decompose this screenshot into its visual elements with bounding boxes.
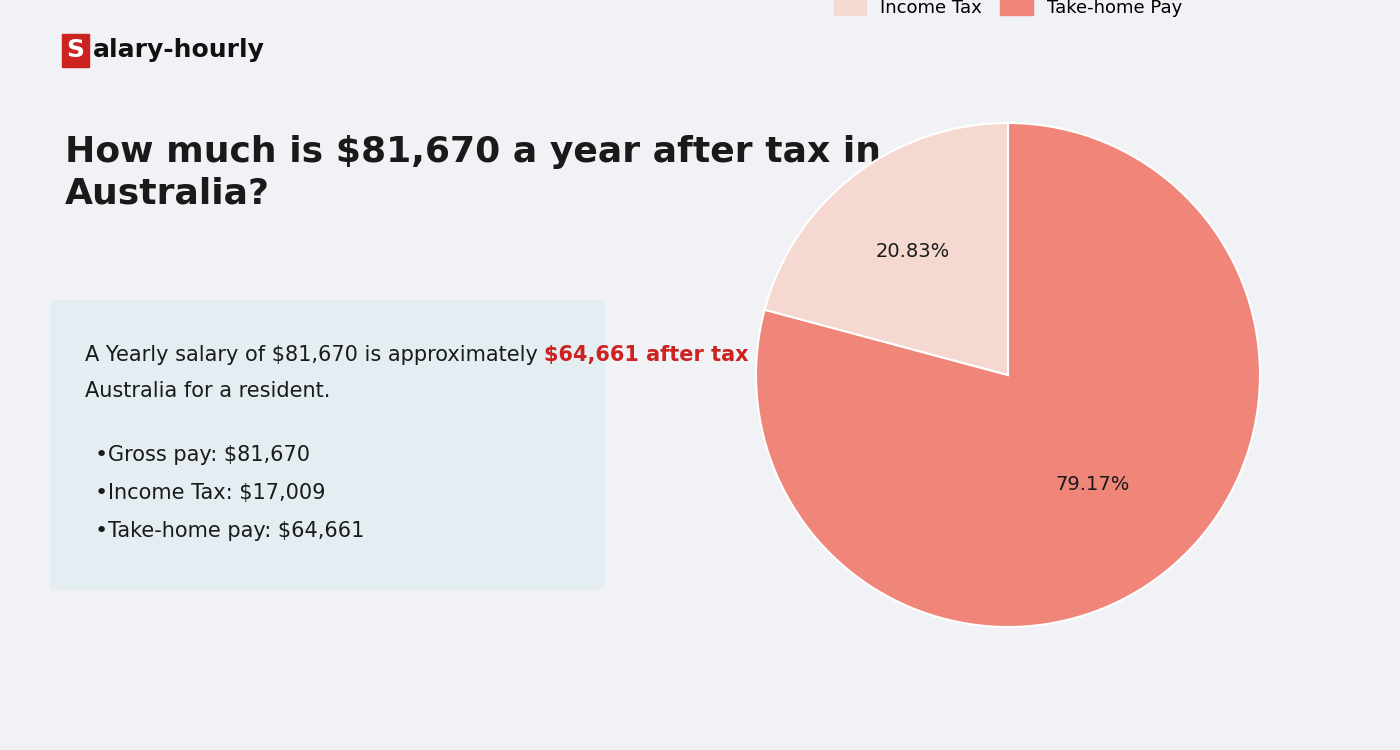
- Text: alary-hourly: alary-hourly: [92, 38, 265, 62]
- Text: A Yearly salary of $81,670 is approximately: A Yearly salary of $81,670 is approximat…: [85, 345, 545, 365]
- Text: How much is $81,670 a year after tax in: How much is $81,670 a year after tax in: [64, 135, 881, 169]
- Text: Australia for a resident.: Australia for a resident.: [85, 381, 330, 401]
- Text: 20.83%: 20.83%: [876, 242, 951, 260]
- Wedge shape: [756, 123, 1260, 627]
- Text: S: S: [66, 38, 84, 62]
- Text: Income Tax: $17,009: Income Tax: $17,009: [108, 483, 325, 503]
- Text: •: •: [95, 445, 108, 465]
- Text: Australia?: Australia?: [64, 177, 270, 211]
- Text: in: in: [749, 345, 774, 365]
- Text: Take-home pay: $64,661: Take-home pay: $64,661: [108, 521, 364, 541]
- Text: Gross pay: $81,670: Gross pay: $81,670: [108, 445, 309, 465]
- Text: •: •: [95, 521, 108, 541]
- Text: 79.17%: 79.17%: [1056, 476, 1130, 494]
- Text: $64,661 after tax: $64,661 after tax: [545, 345, 749, 365]
- Wedge shape: [764, 123, 1008, 375]
- FancyBboxPatch shape: [50, 301, 603, 589]
- Text: •: •: [95, 483, 108, 503]
- Legend: Income Tax, Take-home Pay: Income Tax, Take-home Pay: [829, 0, 1187, 22]
